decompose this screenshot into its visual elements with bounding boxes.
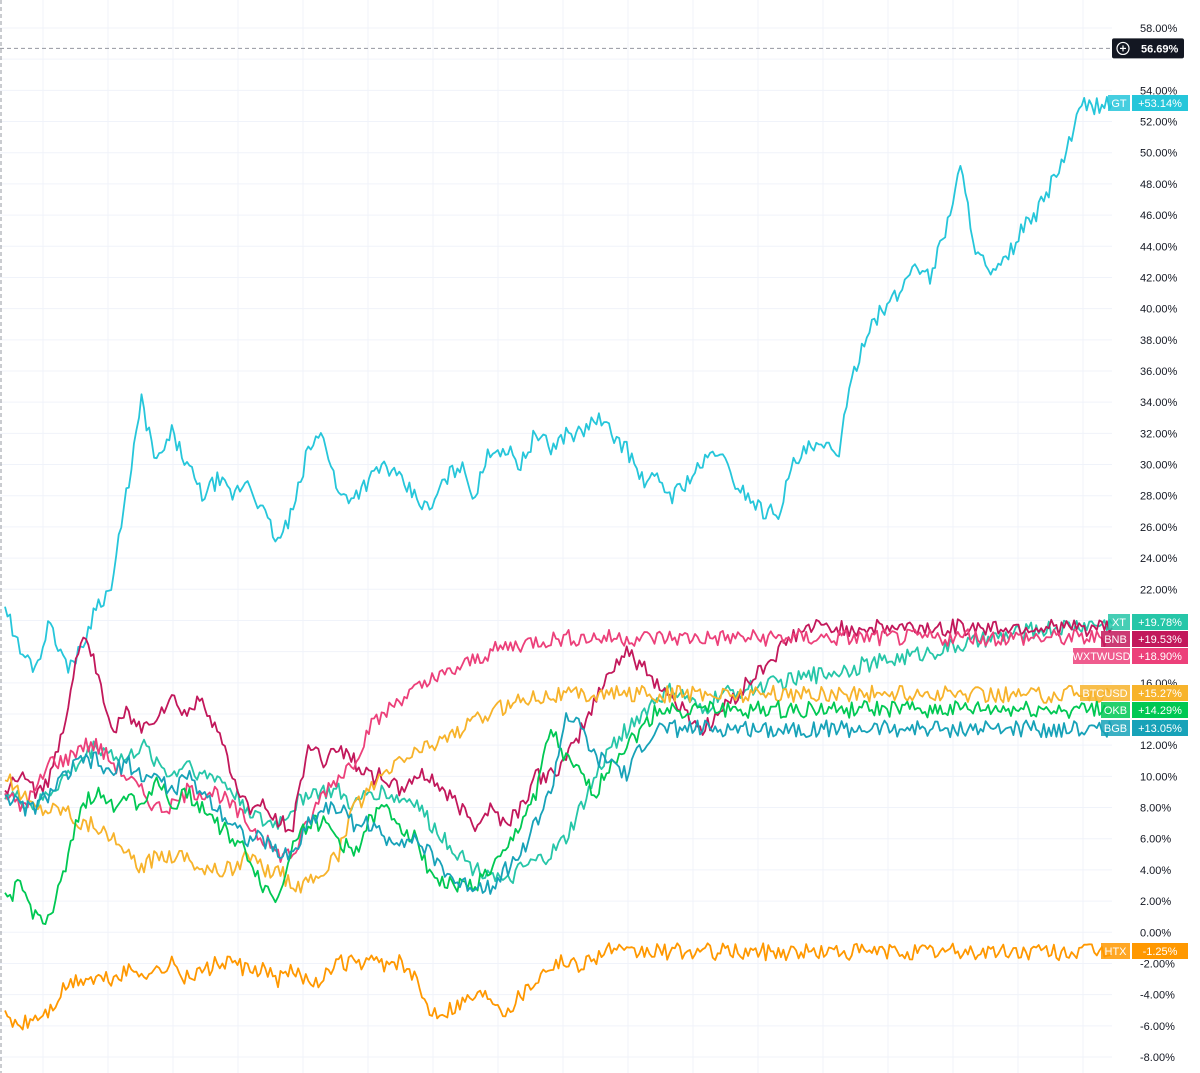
y-tick-label: 58.00% [1140,23,1178,35]
y-tick-label: 8.00% [1140,803,1171,815]
badge-value: +19.78% [1138,617,1182,629]
badge-name: GT [1111,98,1127,110]
badge-xt[interactable]: XT +19.78% [1108,614,1188,630]
crosshair-value: 56.69% [1141,43,1179,55]
badge-name: XT [1112,617,1126,629]
y-tick-label: 30.00% [1140,460,1178,472]
badge-name: BGB [1104,723,1127,735]
badge-name: BNB [1104,634,1127,646]
y-tick-label: 32.00% [1140,428,1178,440]
y-tick-label: -2.00% [1140,958,1175,970]
y-tick-label: -8.00% [1140,1052,1175,1064]
badge-okb[interactable]: OKB +14.29% [1101,702,1188,718]
y-tick-label: -6.00% [1140,1021,1175,1033]
badge-name: HTX [1105,946,1128,958]
series-badges: GT +53.14% XT +19.78% BNB +19.53% WXTWUSD +18.9… [1072,95,1188,959]
y-tick-label: 24.00% [1140,553,1178,565]
series-line-bnb [4,618,1113,833]
badge-value: -1.25% [1143,946,1178,958]
series-line-gt [4,96,1113,674]
y-tick-label: 10.00% [1140,771,1178,783]
plus-circle-icon[interactable] [1116,41,1130,56]
series-line-btcusd [4,684,1113,894]
badge-name: BTCUSD [1082,688,1127,700]
badge-name: OKB [1104,705,1127,717]
y-tick-label: 50.00% [1140,148,1178,160]
badge-value: +14.29% [1138,705,1182,717]
y-tick-label: 46.00% [1140,210,1178,222]
badge-value: +19.53% [1138,634,1182,646]
y-tick-label: 22.00% [1140,584,1178,596]
y-tick-label: 0.00% [1140,927,1171,939]
y-tick-label: -4.00% [1140,990,1175,1002]
crosshair-price-label[interactable]: 56.69% [1112,38,1184,59]
badge-name: WXTWUSD [1072,651,1130,663]
series-line-htx [4,942,1113,1031]
badge-value: +53.14% [1138,98,1182,110]
y-tick-label: 54.00% [1140,85,1178,97]
series-line-xt [4,619,1113,884]
grid [0,0,1112,1073]
badge-value: +15.27% [1138,688,1182,700]
y-tick-label: 38.00% [1140,335,1178,347]
y-tick-label: 4.00% [1140,865,1171,877]
y-tick-label: 42.00% [1140,272,1178,284]
y-tick-label: 40.00% [1140,304,1178,316]
series-line-okb [4,700,1113,925]
badge-bgb[interactable]: BGB +13.05% [1101,720,1188,736]
badge-bnb[interactable]: BNB +19.53% [1101,631,1188,647]
series-group [4,96,1113,1031]
y-tick-label: 44.00% [1140,241,1178,253]
badge-value: +13.05% [1138,723,1182,735]
badge-btcusd[interactable]: BTCUSD +15.27% [1080,685,1188,701]
y-tick-label: 6.00% [1140,834,1171,846]
y-tick-label: 2.00% [1140,896,1171,908]
badge-value: +18.90% [1138,651,1182,663]
y-tick-label: 28.00% [1140,491,1178,503]
badge-wxtwusd[interactable]: WXTWUSD +18.90% [1072,648,1188,664]
y-tick-label: 12.00% [1140,740,1178,752]
y-tick-label: 34.00% [1140,397,1178,409]
series-line-bgb [4,712,1113,895]
badge-htx[interactable]: HTX -1.25% [1101,943,1188,959]
y-axis: 58.00% 54.00% 52.00% 50.00% 48.00% 46.00% 44.0… [1140,23,1178,1064]
y-tick-label: 26.00% [1140,522,1178,534]
badge-gt[interactable]: GT +53.14% [1108,95,1188,111]
y-tick-label: 36.00% [1140,366,1178,378]
y-tick-label: 48.00% [1140,179,1178,191]
y-tick-label: 52.00% [1140,117,1178,129]
